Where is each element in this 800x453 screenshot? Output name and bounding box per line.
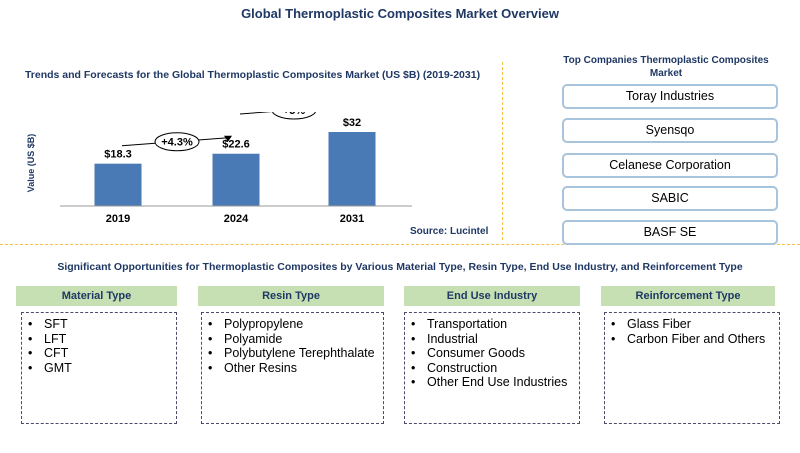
growth-arrowhead: [224, 135, 232, 142]
list-item: SFT: [28, 317, 176, 332]
segment-box-resin: Polypropylene Polyamide Polybutylene Ter…: [201, 312, 384, 424]
list-item: Industrial: [411, 332, 579, 347]
x-tick-label: 2024: [224, 213, 249, 225]
source-note: Source: Lucintel: [410, 226, 489, 237]
opportunities-title: Significant Opportunities for Thermoplas…: [57, 261, 743, 273]
list-item: Carbon Fiber and Others: [611, 332, 779, 347]
bar-value-label: $18.3: [104, 149, 132, 161]
bar-value-label: $22.6: [222, 139, 250, 151]
list-item: CFT: [28, 346, 176, 361]
list-item: Polyamide: [208, 332, 383, 347]
companies-title: Top Companies Thermoplastic Composites M…: [563, 55, 769, 79]
segment-box-end-use: Transportation Industrial Consumer Goods…: [404, 312, 580, 424]
segment-heading-end-use: End Use Industry: [404, 286, 580, 306]
segment-heading-resin: Resin Type: [198, 286, 384, 306]
growth-arrow: [239, 112, 273, 115]
y-axis-label: Value (US $B): [26, 133, 36, 193]
list-item: Transportation: [411, 317, 579, 332]
list-item: Polybutylene Terephthalate: [208, 346, 383, 361]
x-tick-label: 2031: [340, 213, 364, 225]
growth-bubble: [271, 112, 317, 120]
bar-value-label: $32: [343, 117, 361, 129]
segment-box-reinforcement: Glass Fiber Carbon Fiber and Others: [604, 312, 780, 424]
bar: [212, 153, 260, 206]
list-item: Glass Fiber: [611, 317, 779, 332]
page-title: Global Thermoplastic Composites Market O…: [241, 6, 559, 21]
vertical-divider: [502, 62, 503, 240]
list-item: Other Resins: [208, 361, 383, 376]
segment-box-material: SFT LFT CFT GMT: [21, 312, 177, 424]
segment-heading-reinforcement: Reinforcement Type: [601, 286, 775, 306]
growth-bubble: [154, 132, 200, 152]
bar: [94, 163, 142, 206]
horizontal-divider: [0, 244, 800, 245]
list-item: Other End Use Industries: [411, 375, 579, 390]
list-item: Polypropylene: [208, 317, 383, 332]
list-item: GMT: [28, 361, 176, 376]
company-box: Syensqo: [562, 118, 778, 143]
bar-chart: $18.3 2019 $22.6 2024 $32 2031 +4.3% +5%: [60, 112, 412, 225]
growth-label: +5%: [283, 112, 306, 117]
list-item: Consumer Goods: [411, 346, 579, 361]
segment-heading-material: Material Type: [16, 286, 177, 306]
company-box: Toray Industries: [562, 84, 778, 109]
company-box: Celanese Corporation: [562, 153, 778, 178]
chart-title: Trends and Forecasts for the Global Ther…: [24, 69, 481, 81]
list-item: Construction: [411, 361, 579, 376]
growth-label: +4.3%: [161, 137, 193, 149]
list-item: LFT: [28, 332, 176, 347]
company-box: SABIC: [562, 186, 778, 211]
company-box: BASF SE: [562, 220, 778, 245]
x-tick-label: 2019: [106, 213, 130, 225]
bar: [328, 132, 376, 206]
